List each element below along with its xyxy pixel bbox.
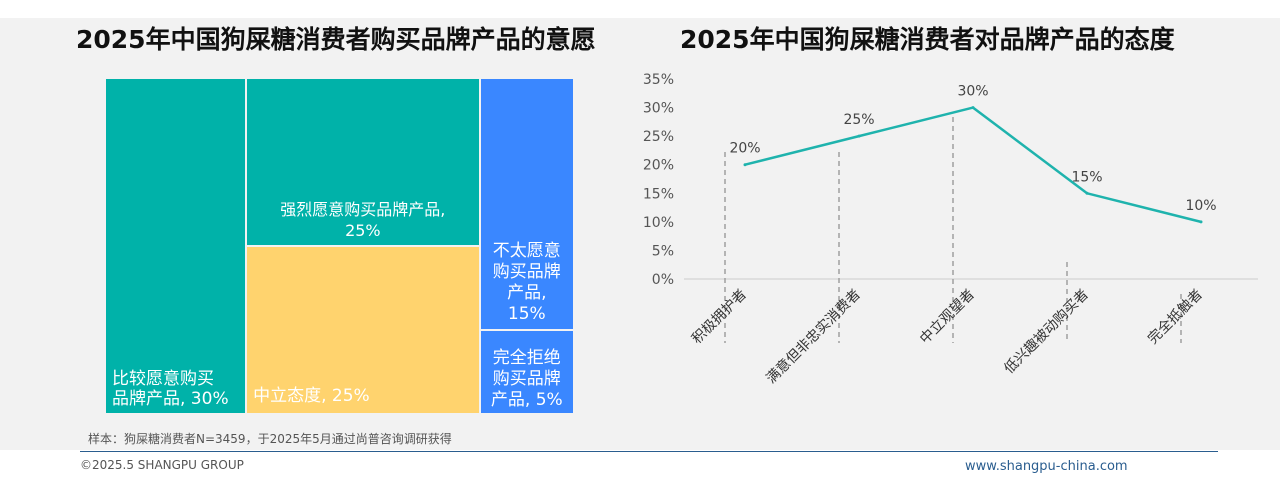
y-tick-label: 15% bbox=[643, 186, 674, 202]
tm-label-line: 购买品牌 bbox=[492, 369, 561, 389]
tm-label-line: 购买品牌 bbox=[492, 261, 561, 282]
tm-label-line: 产品, bbox=[507, 282, 547, 303]
data-label: 15% bbox=[1071, 169, 1102, 185]
y-tick-label: 0% bbox=[652, 272, 674, 288]
y-tick-label: 20% bbox=[643, 158, 674, 174]
y-tick-label: 35% bbox=[643, 72, 674, 88]
tm-label-line: 完全拒绝 bbox=[492, 348, 561, 368]
footer-website[interactable]: www.shangpu-china.com bbox=[965, 459, 1128, 474]
y-tick-label: 30% bbox=[643, 101, 674, 117]
data-label: 20% bbox=[729, 141, 760, 157]
tm-label-line: 品牌产品, 30% bbox=[112, 389, 229, 409]
treemap-title: 2025年中国狗屎糖消费者购买品牌产品的意愿 bbox=[76, 25, 596, 54]
tm-cell-strongly-willing: 强烈愿意购买品牌产品, 25% bbox=[247, 79, 479, 245]
tm-label: 比较愿意购买 品牌产品, 30% bbox=[112, 369, 229, 409]
series-line bbox=[744, 106, 1202, 224]
footer-divider bbox=[80, 451, 1218, 452]
y-tick-label: 25% bbox=[643, 129, 674, 145]
data-label: 30% bbox=[957, 84, 988, 100]
y-tick-label: 5% bbox=[652, 243, 674, 259]
data-label: 25% bbox=[843, 112, 874, 128]
data-label: 10% bbox=[1185, 198, 1216, 214]
tm-label: 完全拒绝 购买品牌 产品, 5% bbox=[481, 348, 573, 411]
y-tick-label: 10% bbox=[643, 215, 674, 231]
data-point bbox=[1199, 220, 1203, 224]
tm-label-line: 15% bbox=[507, 303, 546, 324]
line-chart-title: 2025年中国狗屎糖消费者对品牌产品的态度 bbox=[680, 25, 1175, 54]
tm-label-line: 中立态度, 25% bbox=[253, 386, 370, 406]
tm-label-line: 25% bbox=[345, 221, 381, 240]
x-category-label: 中立观望者 bbox=[917, 287, 978, 348]
data-point bbox=[857, 134, 861, 138]
data-point bbox=[743, 163, 747, 167]
tm-cell-fairly-willing: 比较愿意购买 品牌产品, 30% bbox=[106, 79, 246, 413]
tm-cell-less-willing: 不太愿意 购买品牌 产品, 15% bbox=[480, 79, 573, 329]
tm-label: 中立态度, 25% bbox=[253, 386, 370, 407]
tm-label-line: 不太愿意 bbox=[492, 240, 561, 261]
tm-label-line: 产品, 5% bbox=[490, 390, 563, 410]
x-category-label: 完全抵触者 bbox=[1144, 286, 1206, 348]
footer-copyright: ©2025.5 SHANGPU GROUP bbox=[80, 458, 244, 472]
tm-cell-neutral: 中立态度, 25% bbox=[247, 247, 479, 413]
tm-label-line: 强烈愿意购买品牌产品, bbox=[280, 200, 446, 219]
data-point bbox=[1085, 191, 1089, 195]
x-category-label: 低兴趣被动购买者 bbox=[1001, 287, 1092, 378]
tm-label: 不太愿意 购买品牌 产品, 15% bbox=[481, 241, 573, 325]
x-category-label: 满意但非忠实消费者 bbox=[763, 286, 864, 387]
data-point bbox=[971, 106, 975, 110]
sample-note: 样本：狗屎糖消费者N=3459，于2025年5月通过尚普咨询调研获得 bbox=[88, 432, 452, 446]
tm-label: 强烈愿意购买品牌产品, 25% bbox=[247, 199, 479, 241]
treemap-chart: 比较愿意购买 品牌产品, 30% 强烈愿意购买品牌产品, 25% 中立态度, 25% 不太… bbox=[106, 79, 573, 413]
tm-cell-refuse: 完全拒绝 购买品牌 产品, 5% bbox=[480, 330, 573, 413]
x-category-label: 积极拥护者 bbox=[689, 287, 750, 348]
tm-label-line: 比较愿意购买 bbox=[112, 369, 214, 389]
